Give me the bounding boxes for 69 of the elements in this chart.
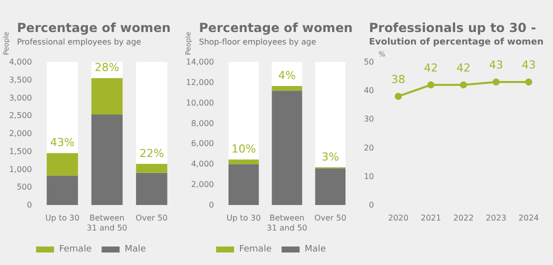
chart-title: Percentage of women [199, 20, 353, 35]
annotation: 28% [94, 61, 120, 74]
x-tick-label: 2024 [518, 214, 539, 222]
y-tick-label: 0 [208, 200, 214, 210]
legend-label: Female [59, 244, 92, 254]
y-tick-label: 10,000 [186, 98, 214, 108]
x-tick-label: Between 31 and 50 [86, 214, 128, 232]
bar [46, 176, 78, 205]
x-tick-label: 2023 [486, 214, 506, 222]
y-tick-label: 14,000 [186, 58, 214, 66]
chart-title: Percentage of women [17, 20, 171, 35]
annotation: 4% [278, 69, 296, 82]
y-tick-label: 10 [364, 172, 374, 181]
point [460, 81, 467, 88]
y-tick-label: 3,000 [9, 93, 32, 102]
annotation: 22% [139, 146, 164, 160]
y-tick-label: 500 [16, 182, 32, 192]
x-tick-label: 2021 [420, 214, 442, 222]
annotation: 43% [50, 136, 75, 150]
annotation: 3% [322, 150, 340, 164]
bar [136, 172, 168, 205]
y-tick-label: 1,000 [9, 164, 32, 174]
x-tick-label: Between 31 and 50 [266, 214, 308, 232]
y-tick-label: 2,500 [9, 111, 32, 120]
y-tick-label: 20 [364, 143, 374, 152]
annotation: 10% [231, 142, 256, 156]
point [492, 78, 500, 86]
y-tick-label: 0 [26, 200, 32, 210]
y-tick-label: 6,000 [191, 139, 214, 148]
bar [272, 86, 302, 91]
y-tick-label: 3,500 [9, 75, 32, 84]
data-label: 43 [522, 58, 536, 72]
x-tick-label: 2022 [453, 214, 474, 222]
legend-label: Male [124, 244, 146, 254]
y-tick-label: 1,500 [9, 146, 32, 156]
bar [228, 160, 259, 164]
y-tick-label: 0 [368, 200, 374, 210]
x-tick-label: Over 50 [314, 214, 346, 222]
y-tick-label: 40 [364, 86, 374, 96]
point [394, 92, 402, 100]
x-tick-label: 2020 [388, 214, 408, 222]
y-tick-label: 8,000 [191, 118, 214, 128]
bar [46, 153, 78, 176]
chart-subtitle: Evolution of percentage of women [369, 38, 544, 48]
bar [136, 164, 168, 173]
point [525, 78, 532, 86]
data-label: 38 [391, 72, 406, 86]
bar [228, 164, 259, 205]
data-label: 42 [456, 61, 470, 74]
chart-subtitle: Shop-floor employees by age [199, 38, 316, 46]
chart-title: Professionals up to 30 - [369, 20, 536, 35]
bar [272, 90, 302, 205]
y-tick-label: 50 [364, 58, 374, 66]
chart-subtitle: Professional employees by age [17, 38, 142, 46]
legend-label: Female [239, 244, 272, 254]
point [427, 81, 434, 88]
data-label: 43 [489, 58, 504, 72]
x-tick-label: Up to 30 [226, 214, 261, 222]
y-tick-label: 12,000 [186, 78, 214, 87]
bar [91, 114, 123, 205]
legend-label: Male [304, 244, 326, 254]
y-tick-label: 4,000 [9, 58, 32, 66]
y-tick-label: 4,000 [191, 160, 214, 169]
y-tick-label: 30 [364, 114, 374, 124]
x-tick-label: Over 50 [136, 214, 168, 222]
x-tick-label: Up to 30 [45, 214, 80, 222]
y-tick-label: 2,000 [9, 129, 32, 138]
y-tick-label: 2,000 [191, 180, 214, 190]
data-label: 42 [424, 61, 438, 74]
